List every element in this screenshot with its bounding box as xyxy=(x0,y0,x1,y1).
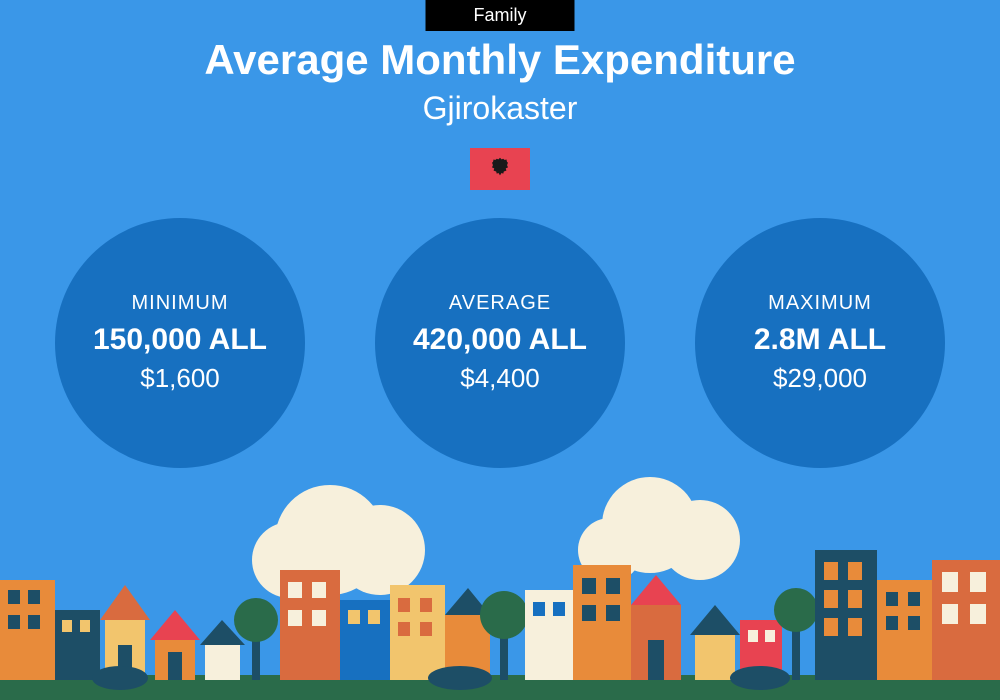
stat-usd: $4,400 xyxy=(460,363,540,394)
stat-usd: $29,000 xyxy=(773,363,867,394)
stat-value: 2.8M ALL xyxy=(754,323,886,357)
stat-label: MAXIMUM xyxy=(768,292,872,315)
stat-usd: $1,600 xyxy=(140,363,220,394)
page-subtitle: Gjirokaster xyxy=(0,90,1000,127)
stat-value: 420,000 ALL xyxy=(413,323,587,357)
cityscape-illustration xyxy=(0,470,1000,700)
country-flag xyxy=(470,148,530,190)
albania-eagle-icon xyxy=(484,153,516,185)
stat-circle-minimum: MINIMUM 150,000 ALL $1,600 xyxy=(55,218,305,468)
stat-circle-average: AVERAGE 420,000 ALL $4,400 xyxy=(375,218,625,468)
category-tag: Family xyxy=(426,0,575,31)
stat-circles: MINIMUM 150,000 ALL $1,600 AVERAGE 420,0… xyxy=(0,218,1000,468)
stat-label: MINIMUM xyxy=(132,292,229,315)
page-title: Average Monthly Expenditure xyxy=(0,36,1000,84)
stat-circle-maximum: MAXIMUM 2.8M ALL $29,000 xyxy=(695,218,945,468)
stat-value: 150,000 ALL xyxy=(93,323,267,357)
stat-label: AVERAGE xyxy=(449,292,551,315)
